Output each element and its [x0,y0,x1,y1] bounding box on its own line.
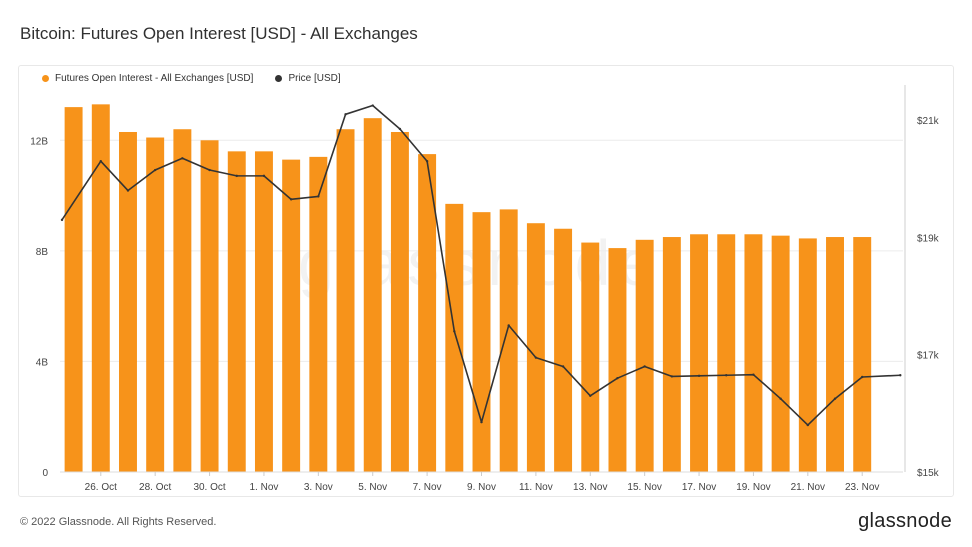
price-point [725,374,728,377]
x-tick-label: 3. Nov [304,482,333,493]
price-point [616,376,619,380]
x-tick-label: 11. Nov [519,482,553,493]
price-point [643,365,646,368]
bar-open-interest[interactable] [200,140,219,473]
y-left-tick-label: 8B [36,247,49,258]
price-point [262,174,266,178]
x-tick-label: 9. Nov [467,482,496,493]
price-point [861,375,864,379]
bar-open-interest[interactable] [826,237,844,472]
y-left-tick-label: 4B [36,357,49,368]
x-tick-label: 1. Nov [249,482,278,493]
price-point [60,218,64,222]
price-point [317,195,320,198]
legend-dot-open-interest [42,75,49,82]
legend-label-open-interest: Futures Open Interest - All Exchanges [U… [55,73,254,84]
glassnode-logo[interactable]: glassnode [858,510,952,532]
bar-open-interest[interactable] [717,234,736,472]
x-tick-label: 17. Nov [682,482,716,493]
bar-open-interest[interactable] [64,107,83,472]
price-point [153,168,157,172]
price-point [899,374,902,377]
bar-open-interest[interactable] [445,203,464,472]
y-left-tick-label: 0 [42,468,48,479]
y-right-tick-label: $15k [917,468,940,479]
x-tick-label: 28. Oct [139,482,171,493]
price-point [589,394,592,397]
price-point [561,365,565,368]
x-tick-label: 26. Oct [85,482,117,493]
bar-open-interest[interactable] [309,156,328,472]
bar-open-interest[interactable] [662,237,681,472]
bar-open-interest[interactable] [798,238,817,472]
price-point [752,373,755,376]
bar-open-interest[interactable] [146,137,165,472]
legend-item-price[interactable]: Price [USD] [275,73,341,84]
copyright-footer: © 2022 Glassnode. All Rights Reserved. [20,516,217,528]
price-point [398,127,402,131]
price-point [833,397,837,400]
bar-open-interest[interactable] [336,129,355,472]
x-tick-label: 19. Nov [736,482,770,493]
x-tick-label: 23. Nov [845,482,879,493]
price-point [779,397,782,400]
price-point [697,374,701,378]
bar-open-interest[interactable] [499,209,518,472]
bar-open-interest[interactable] [254,151,273,473]
bar-open-interest[interactable] [690,234,709,472]
bar-open-interest[interactable] [635,239,654,472]
bar-open-interest[interactable] [526,223,545,472]
bar-open-interest[interactable] [744,234,763,472]
price-point [670,375,674,378]
legend-item-open-interest[interactable]: Futures Open Interest - All Exchanges [U… [42,73,253,84]
bar-open-interest[interactable] [472,212,491,472]
x-tick-label: 15. Nov [627,482,661,493]
y-right-tick-label: $17k [917,351,940,362]
bar-open-interest[interactable] [390,131,409,472]
price-point [344,113,347,116]
price-point [453,330,456,333]
price-point [289,198,293,201]
x-tick-label: 13. Nov [573,482,607,493]
price-point [480,420,483,424]
bar-open-interest[interactable] [173,129,192,472]
page-title: Bitcoin: Futures Open Interest [USD] - A… [20,24,418,43]
bar-open-interest[interactable] [282,159,301,472]
x-tick-label: 7. Nov [413,482,442,493]
y-left-tick-label: 12B [30,136,48,147]
y-right-tick-label: $21k [917,116,940,127]
bar-open-interest[interactable] [227,151,246,473]
legend-dot-price [275,75,283,82]
price-point [181,157,184,160]
y-right-tick-label: $19k [917,233,940,244]
x-tick-label: 21. Nov [791,482,825,493]
bar-open-interest[interactable] [91,104,110,472]
bar-open-interest[interactable] [554,228,573,472]
bar-open-interest[interactable] [853,237,872,472]
bar-open-interest[interactable] [119,131,137,472]
bar-open-interest[interactable] [581,242,600,472]
price-point [126,189,130,192]
bar-open-interest[interactable] [608,248,627,472]
price-point [534,356,538,359]
bar-open-interest[interactable] [771,235,790,472]
price-point [99,160,102,163]
price-point [425,160,429,163]
price-point [208,168,211,172]
price-point [806,423,810,427]
bar-open-interest[interactable] [363,118,382,473]
bar-open-interest[interactable] [418,154,437,472]
price-point [371,104,374,107]
chart-legend: Futures Open Interest - All Exchanges [U… [42,73,341,84]
x-tick-label: 5. Nov [358,482,387,493]
legend-label-price: Price [USD] [288,73,341,84]
price-point [235,174,238,178]
x-tick-label: 30. Oct [193,482,225,493]
price-point [507,324,510,327]
